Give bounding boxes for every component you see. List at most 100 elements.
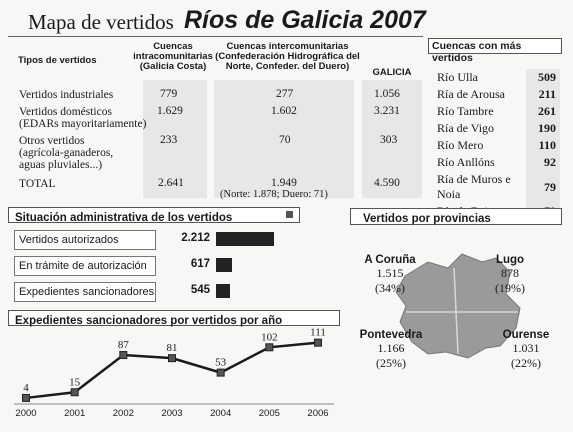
row-label-domestic: Vertidos domésticos (EDARs mayoritariamen… [19, 106, 147, 130]
chart-title: Expedientes sancionadores por vertidos p… [15, 315, 283, 327]
admin-label: Expedientes sancionadores [19, 286, 155, 298]
row-label-total: TOTAL [19, 178, 56, 190]
admin-label: En trámite de autorización [19, 260, 147, 272]
river-value: 92 [526, 154, 560, 171]
river-row: Ría de Vigo 190 [433, 120, 560, 137]
cell-total-inter: 1.949 [271, 177, 297, 189]
province-pontevedra: Pontevedra 1.166 (25%) [359, 329, 423, 370]
col-header-intra: Cuencas intracomunitarias (Galicia Costa) [133, 41, 213, 72]
data-label: 53 [215, 357, 227, 369]
cell-industrial-inter: 277 [276, 88, 294, 100]
cell-domestic-galicia: 3.231 [374, 105, 400, 117]
river-row: Río Ulla 509 [433, 69, 560, 86]
data-point [22, 393, 30, 402]
river-row: Río Tambre 261 [433, 103, 560, 120]
x-tick-label: 2002 [113, 408, 134, 419]
cell-other-inter: 70 [279, 134, 291, 146]
river-value: 110 [526, 137, 560, 154]
data-point [70, 388, 79, 397]
rivers-title: Cuencas con más vertidos [432, 40, 522, 64]
cell-other-intra: 233 [160, 134, 178, 146]
x-tick-label: 2000 [15, 408, 36, 419]
province-ourense: Ourense 1.031 (22%) [502, 329, 550, 370]
rivers-table: Río Ulla 509 Ría de Arousa 211 Río Tambre 261… [433, 69, 560, 220]
cell-domestic-inter: 1.602 [271, 105, 297, 117]
x-tick-label: 2005 [259, 408, 280, 419]
admin-row: En trámite de autorización [14, 256, 156, 276]
col-header-type: Tipos de vertidos [18, 55, 97, 66]
column-shade [214, 80, 354, 198]
main-title: Ríos de Galicia 2007 [184, 6, 426, 34]
river-name: Ría de Muros e Noia [437, 172, 511, 201]
river-row: Ría de Muros e Noia 79 [433, 171, 560, 203]
header-marker-icon [286, 211, 293, 218]
data-label: 111 [310, 327, 326, 339]
admin-header: Situación administrativa de los vertidos [8, 207, 300, 224]
data-point [265, 343, 274, 352]
river-row: Río Anllóns 92 [433, 154, 560, 171]
cell-industrial-intra: 779 [160, 88, 178, 100]
galicia-shape [395, 253, 521, 359]
rivers-list: Río Ulla 509 Ría de Arousa 211 Río Tambre 261… [433, 69, 560, 220]
row-label-industrial: Vertidos industriales [19, 89, 114, 101]
data-label: 87 [118, 339, 130, 351]
col-header-inter: Cuencas intercomunitarias (Confederación … [215, 41, 360, 72]
data-point [168, 354, 176, 363]
x-tick-label: 2001 [64, 408, 85, 419]
provinces-title: Vertidos por provincias [363, 213, 491, 225]
river-value: 261 [526, 103, 560, 120]
data-label: 102 [261, 331, 278, 343]
admin-row: Vertidos autorizados [14, 230, 156, 250]
data-label: 4 [23, 382, 29, 394]
river-name: Ría de Vigo [437, 121, 495, 135]
admin-row: Expedientes sancionadores [14, 282, 156, 302]
provinces-header: Vertidos por provincias [350, 208, 562, 225]
x-tick-label: 2003 [161, 408, 182, 419]
header-divider [8, 36, 423, 37]
data-label: 81 [167, 342, 178, 354]
column-shade [143, 80, 207, 198]
river-value: 211 [526, 86, 560, 103]
admin-value: 545 [190, 284, 210, 296]
river-name: Ría de Arousa [437, 87, 505, 101]
cell-total-galicia: 4.590 [374, 177, 400, 189]
column-shade [362, 80, 422, 198]
admin-value: 2.212 [181, 232, 210, 244]
data-point [314, 338, 322, 347]
cell-total-inter-note: (Norte: 1.878; Duero: 71) [220, 189, 328, 200]
admin-label: Vertidos autorizados [19, 234, 119, 246]
river-name: Río Tambre [437, 104, 494, 118]
cell-other-galicia: 303 [380, 134, 398, 146]
admin-list: Vertidos autorizados 2.212 En trámite de a… [14, 230, 304, 310]
x-tick-label: 2004 [210, 408, 231, 419]
river-row: Ría de Arousa 211 [433, 86, 560, 103]
galicia-map [395, 253, 521, 359]
cell-industrial-galicia: 1.056 [374, 88, 400, 100]
rivers-header: Cuencas con más vertidos [428, 38, 562, 64]
admin-bar [216, 284, 230, 298]
river-value: 509 [526, 69, 560, 86]
admin-bar [216, 258, 232, 272]
chart-header: Expedientes sancionadores por vertidos p… [8, 310, 340, 327]
river-row: Río Mero 110 [433, 137, 560, 154]
x-tick-label: 2006 [307, 408, 328, 419]
cell-domestic-intra: 1.629 [157, 105, 183, 117]
province-lugo: Lugo 878 (19%) [495, 254, 525, 295]
data-label: 15 [69, 376, 81, 388]
province-a-coruna: A Coruña 1.515 (34%) [364, 254, 416, 295]
data-point [119, 351, 128, 360]
river-name: Río Anllóns [437, 155, 495, 169]
line-chart: 4 2000 15 2001 87 2002 81 2003 53 2004 102 2005 111 2… [14, 327, 334, 419]
col-header-galicia: GALICIA [372, 67, 412, 78]
left-title: Mapa de vertidos [28, 10, 174, 34]
data-point [216, 368, 225, 377]
river-value: 190 [526, 120, 560, 137]
admin-value: 617 [190, 258, 210, 270]
river-name: Río Mero [437, 138, 484, 152]
row-label-other: Otros vertidos (agrícola-ganaderos, aguas … [19, 135, 114, 171]
river-name: Río Ulla [437, 70, 478, 84]
river-value: 79 [526, 171, 560, 203]
admin-title: Situación administrativa de los vertidos [15, 212, 233, 224]
province-border [453, 267, 459, 355]
